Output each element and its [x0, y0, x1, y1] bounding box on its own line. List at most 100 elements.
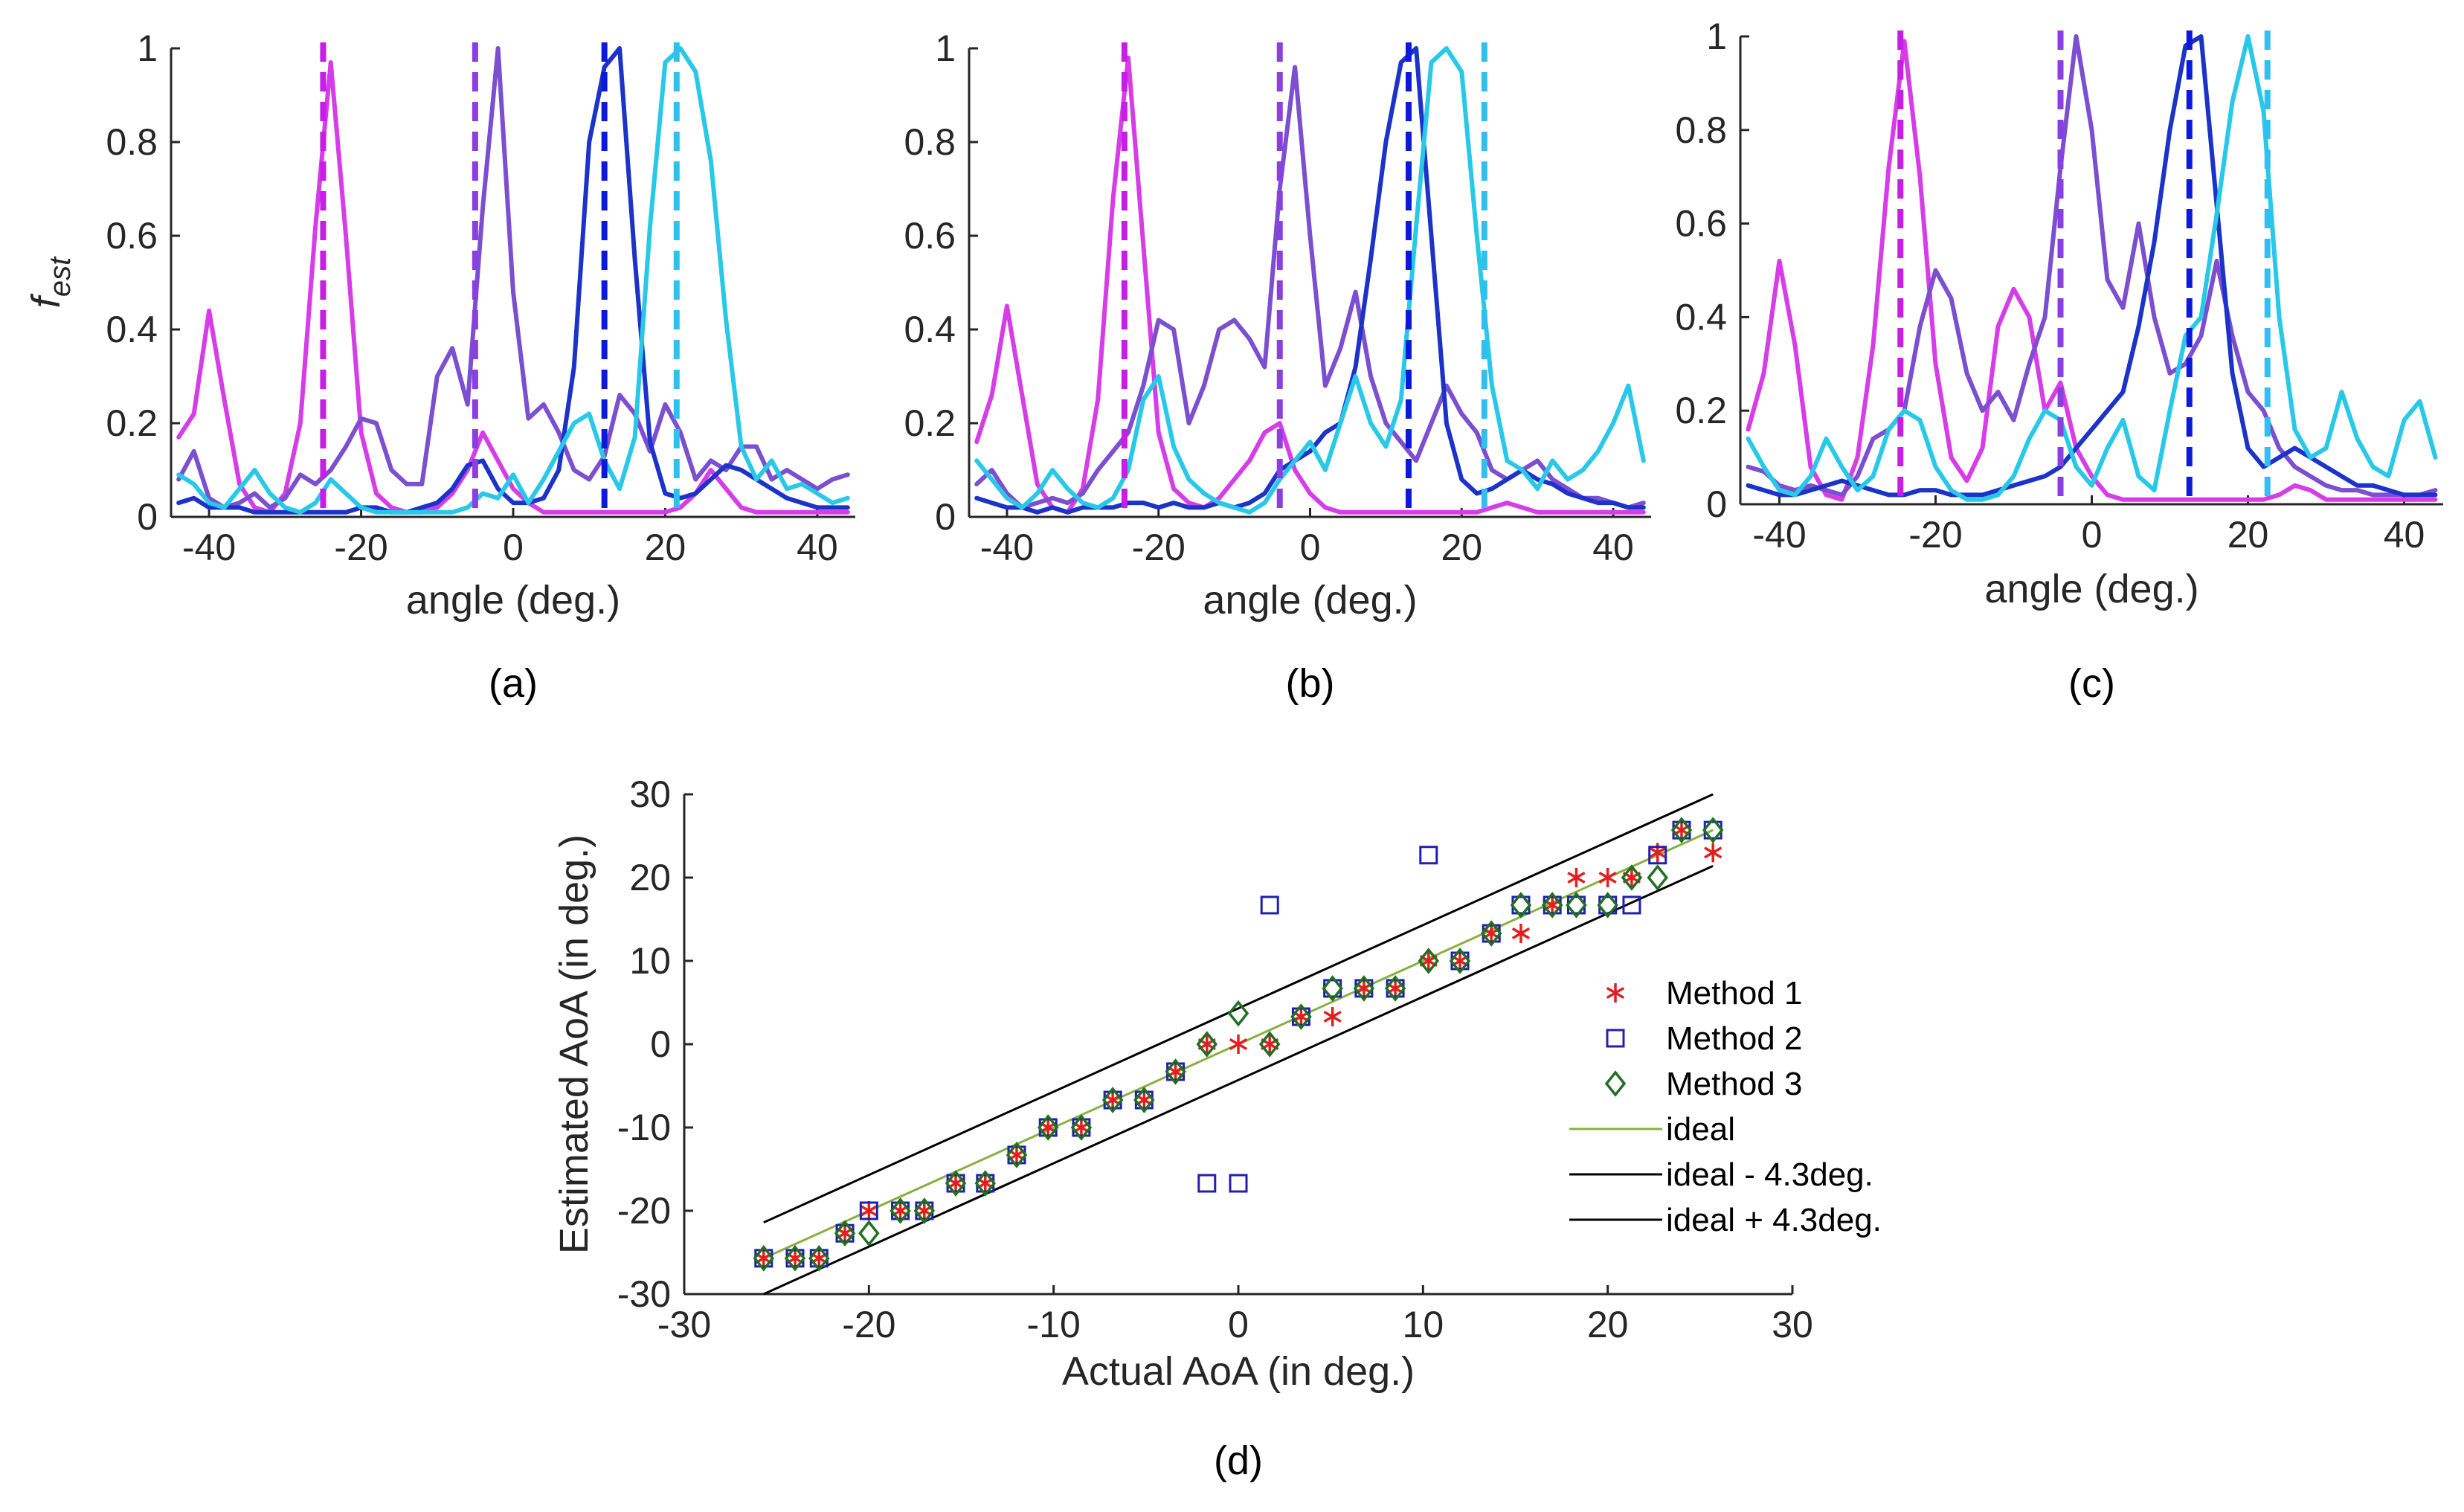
x-tick-label: 20 [2227, 514, 2269, 556]
scatter-point [1511, 924, 1531, 944]
scatter-point [860, 1201, 878, 1220]
y-axis-label-sub: est [44, 256, 77, 297]
y-tick-label: 0.8 [106, 121, 158, 163]
series-line-2 [176, 46, 850, 510]
x-axis-label: angle (deg.) [1984, 567, 2198, 611]
series-line-4 [974, 46, 1646, 515]
y-tick-label: -20 [617, 1190, 671, 1232]
scatter-point [1322, 975, 1343, 1002]
scatter-series-3 [753, 817, 1724, 1272]
scatter-point [1648, 846, 1667, 865]
y-tick-label: 1 [935, 28, 956, 69]
legend-entry: Method 1 [1666, 975, 1802, 1011]
series-line-1 [974, 55, 1646, 515]
scatter-point [859, 1201, 878, 1220]
asterisk-stroke [1606, 986, 1625, 1000]
series-line-2 [1746, 34, 2438, 498]
line-ideal-4-3deg- [763, 793, 1714, 1224]
scatter-point [1135, 1090, 1154, 1110]
x-tick-label: -40 [182, 527, 236, 568]
scatter-point [1070, 1114, 1093, 1141]
chart-panel-2: -40 -20 0 20 40 0 0.2 0.4 0.6 0.8 1 angle (deg.) (b) [904, 28, 1651, 706]
y-tick-label: 0.8 [1675, 109, 1727, 151]
legend-entry: Method 3 [1666, 1066, 1802, 1102]
series-line-2 [974, 65, 1646, 510]
scatter-point [1622, 895, 1641, 915]
x-tick-label: 20 [645, 527, 686, 568]
x-tick-label: 0 [503, 527, 524, 568]
scatter-point [1450, 951, 1470, 971]
x-axis-label: angle (deg.) [406, 578, 620, 623]
scatter-point [1621, 864, 1643, 891]
series-line-4 [1746, 34, 2438, 502]
scatter-point [1480, 920, 1502, 947]
scatter-point [1007, 1145, 1026, 1165]
y-tick-label: 1 [1706, 16, 1727, 57]
x-tick-label: 0 [1228, 1304, 1249, 1345]
scatter-point [1101, 1087, 1124, 1113]
y-tick-label: 0.2 [904, 402, 956, 444]
scatter-point [1419, 846, 1438, 865]
x-tick-label: 30 [1772, 1304, 1813, 1345]
legend-swatch [1606, 1029, 1625, 1048]
panel-caption: (a) [489, 661, 538, 706]
y-tick-label: 0 [935, 496, 956, 538]
y-tick-label: 0 [650, 1023, 671, 1065]
scatter-point [1072, 1118, 1091, 1137]
asterisk-stroke [1598, 871, 1617, 884]
x-tick-label: 0 [1300, 527, 1321, 568]
legend-entry: ideal - 4.3deg. [1666, 1156, 1873, 1193]
scatter-point [946, 1174, 965, 1194]
series-line-3 [176, 46, 850, 515]
y-tick-label: 30 [629, 773, 671, 815]
scatter-point [1196, 1031, 1218, 1058]
scatter-point [784, 1245, 806, 1272]
y-tick-label: 20 [629, 857, 671, 898]
scatter-point [1353, 975, 1375, 1002]
legend-entry: Method 2 [1666, 1020, 1802, 1057]
y-tick-label: 0.4 [1675, 296, 1727, 338]
legend-entry: ideal + 4.3deg. [1666, 1202, 1882, 1238]
y-tick-label: 0.4 [904, 309, 956, 350]
series-line-4 [176, 46, 850, 515]
scatter-point [1386, 978, 1405, 998]
x-axis-label: angle (deg.) [1203, 578, 1417, 623]
scatter-point [808, 1245, 830, 1272]
y-axis-label-main: f [24, 293, 68, 308]
scatter-point [1037, 1114, 1059, 1141]
y-tick-label: 10 [629, 940, 671, 982]
x-tick-label: 20 [1441, 527, 1482, 568]
y-tick-label: 0.2 [106, 402, 158, 444]
y-tick-label: 0 [1706, 483, 1727, 525]
scatter-point [1133, 1087, 1155, 1113]
scatter-point [1166, 1061, 1185, 1081]
scatter-point [1227, 1000, 1249, 1027]
y-tick-label: 0.2 [1675, 390, 1727, 431]
scatter-point [1598, 868, 1617, 887]
scatter-point [1258, 1031, 1281, 1058]
y-tick-label: 0.6 [106, 215, 158, 257]
legend-swatch [1604, 1070, 1627, 1097]
panel-caption: (b) [1286, 661, 1335, 706]
y-tick-label: -30 [617, 1273, 671, 1315]
x-tick-label: -20 [842, 1304, 895, 1345]
asterisk-stroke [1704, 846, 1722, 859]
scatter-point [810, 1248, 829, 1268]
scatter-point [1647, 864, 1668, 891]
chart-panel-1: -40 -20 0 20 40 0 0.2 0.4 0.6 0.8 1 angle (deg.) (a)… [24, 28, 855, 706]
scatter-point [1670, 817, 1693, 843]
scatter-point [891, 1201, 910, 1220]
asterisk-stroke [1511, 927, 1531, 940]
asterisk-stroke [860, 1204, 878, 1217]
y-tick-label: 0.6 [1675, 203, 1727, 245]
legend-swatch [1606, 983, 1625, 1003]
scatter-point [1292, 1007, 1310, 1027]
scatter-point [1354, 978, 1373, 998]
asterisk-stroke [1567, 871, 1586, 884]
legend: Method 1 Method 2 Method 3 ideal ideal - 4.3… [1569, 975, 1882, 1238]
scatter-point [890, 1197, 911, 1224]
y-tick-label: 0 [137, 496, 158, 538]
series-line-1 [1746, 39, 2438, 502]
scatter-point [753, 1245, 775, 1272]
